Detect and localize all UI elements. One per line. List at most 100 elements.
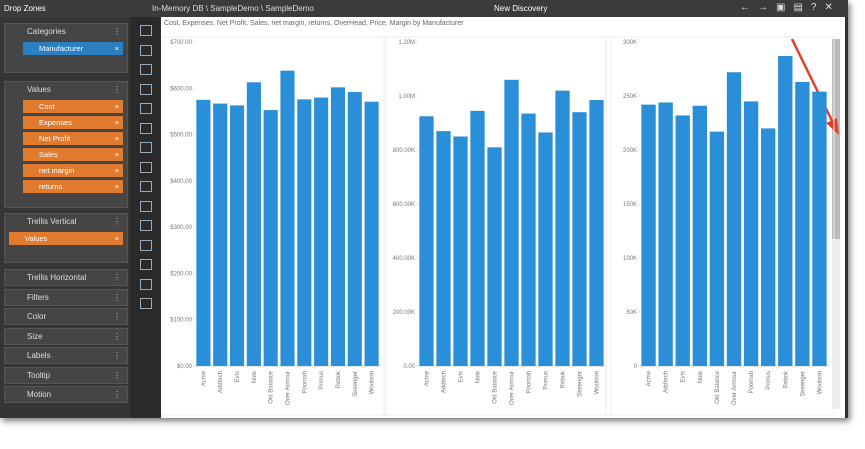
field-tag[interactable]: Net Profit [23,132,123,145]
y-tick-label: 200K [623,148,637,154]
bar [709,131,725,366]
tool-icon[interactable] [140,64,152,75]
chart-caption: Cost, Expenses, Net Profit, Sales, net m… [164,20,464,27]
field-tag[interactable]: Expenses [23,116,123,129]
field-tag[interactable]: returns [23,180,123,193]
y-tick-label: 0.00 [403,364,415,370]
bar [196,99,211,366]
tool-icon[interactable] [140,103,152,114]
y-tick-label: 150K [623,202,637,208]
x-tick-label: Rebok [561,370,567,388]
bar [778,56,793,366]
categories-zone: Categories Manufacturer [4,23,128,73]
section[interactable]: Motion [4,386,128,403]
x-tick-label: Woolson [595,371,601,394]
zone-label: Values [5,82,127,98]
tool-icon[interactable] [140,220,152,231]
x-tick-label: Primus [319,371,325,390]
x-tick-label: Poomah [749,371,755,393]
tool-icon[interactable] [140,161,152,173]
bar [347,91,362,366]
x-tick-label: Nole [252,370,258,383]
y-tick-label: $700.00 [170,40,192,46]
panel [383,36,612,416]
bar [280,70,295,366]
y-tick-label: $0.00 [177,364,193,370]
field-tag[interactable]: net margin [23,164,123,177]
tool-icon[interactable] [140,83,152,95]
zone-label: Trellis Vertical [5,214,127,230]
field-tag[interactable]: Values [9,232,123,245]
x-tick-label: Woolson [817,371,823,394]
x-tick-label: Addtech [664,371,670,393]
x-tick-label: Evis [459,371,465,382]
section[interactable]: Labels [4,347,128,364]
y-tick-label: $100.00 [170,318,192,324]
window-controls[interactable]: ←→▣▤?✕ [740,2,841,13]
arrow-head [826,118,839,135]
bar [692,105,707,366]
y-tick-label: 1.20M [398,40,415,46]
bar [641,104,656,366]
y-tick-label: 100K [623,256,637,262]
breadcrumb[interactable]: In-Memory DB \ SampleDemo \ SampleDemo [152,4,314,13]
zone-label: Categories [5,24,127,40]
bar [297,99,312,366]
x-tick-label: Poomah [527,371,533,393]
x-tick-label: Skeenger [800,371,806,397]
x-tick-label: Over Armour [510,371,516,405]
y-tick-label: $400.00 [170,179,192,185]
y-tick-label: 600.00K [393,202,415,208]
bar [812,91,827,367]
field-tag[interactable]: Manufacturer [23,42,123,55]
section[interactable]: Size [4,327,128,345]
section[interactable]: Trellis Horizontal [4,269,128,286]
x-tick-label: Skeenger [353,371,359,397]
y-tick-label: 1.00M [398,94,415,100]
drop-zones: Categories Manufacturer Values Cost Expen… [0,17,130,418]
x-tick-label: Nole [698,370,704,383]
bar [419,116,434,366]
values-zone: Values Cost Expenses Net Profit Sales net ma… [4,81,128,208]
bar [470,110,485,366]
bar [589,100,604,367]
tool-icon[interactable] [140,259,152,270]
tool-icon[interactable] [140,122,152,134]
x-tick-label: Primus [766,371,772,390]
x-tick-label: Acme [201,370,207,386]
tool-icon[interactable] [140,25,152,36]
section[interactable]: Tooltip [4,366,128,384]
bar [213,103,228,366]
y-tick-label: 300K [623,40,637,46]
tool-icon[interactable] [140,142,152,153]
section-label: Filters [5,290,127,305]
tool-icon[interactable] [140,278,152,290]
bar [795,81,810,367]
bar [487,147,502,366]
x-tick-label: Acme [647,370,653,386]
field-tag[interactable]: Sales [23,148,123,161]
bar [246,82,261,367]
tool-icon[interactable] [140,44,152,56]
x-tick-label: Evis [681,371,687,382]
trellis-vertical-zone: Trellis Vertical Values [4,213,128,263]
tool-icon[interactable] [140,181,152,192]
bar [364,101,379,367]
bar [504,79,519,367]
scroll-thumb[interactable] [832,39,840,239]
tool-icon[interactable] [140,239,152,251]
bar [658,102,673,366]
section[interactable]: Color [4,308,128,325]
y-tick-label: 200.00K [393,310,415,316]
bar [726,72,742,367]
section[interactable]: Filters [4,288,128,306]
y-tick-label: $300.00 [170,225,192,231]
arrow [790,38,837,128]
tool-icon[interactable] [140,200,152,212]
bar [761,128,776,366]
tool-icon[interactable] [140,298,152,309]
y-tick-label: 50K [626,310,637,316]
x-tick-label: Old Balance [715,370,721,403]
field-tag[interactable]: Cost [23,100,123,113]
y-tick-label: $600.00 [170,86,192,92]
